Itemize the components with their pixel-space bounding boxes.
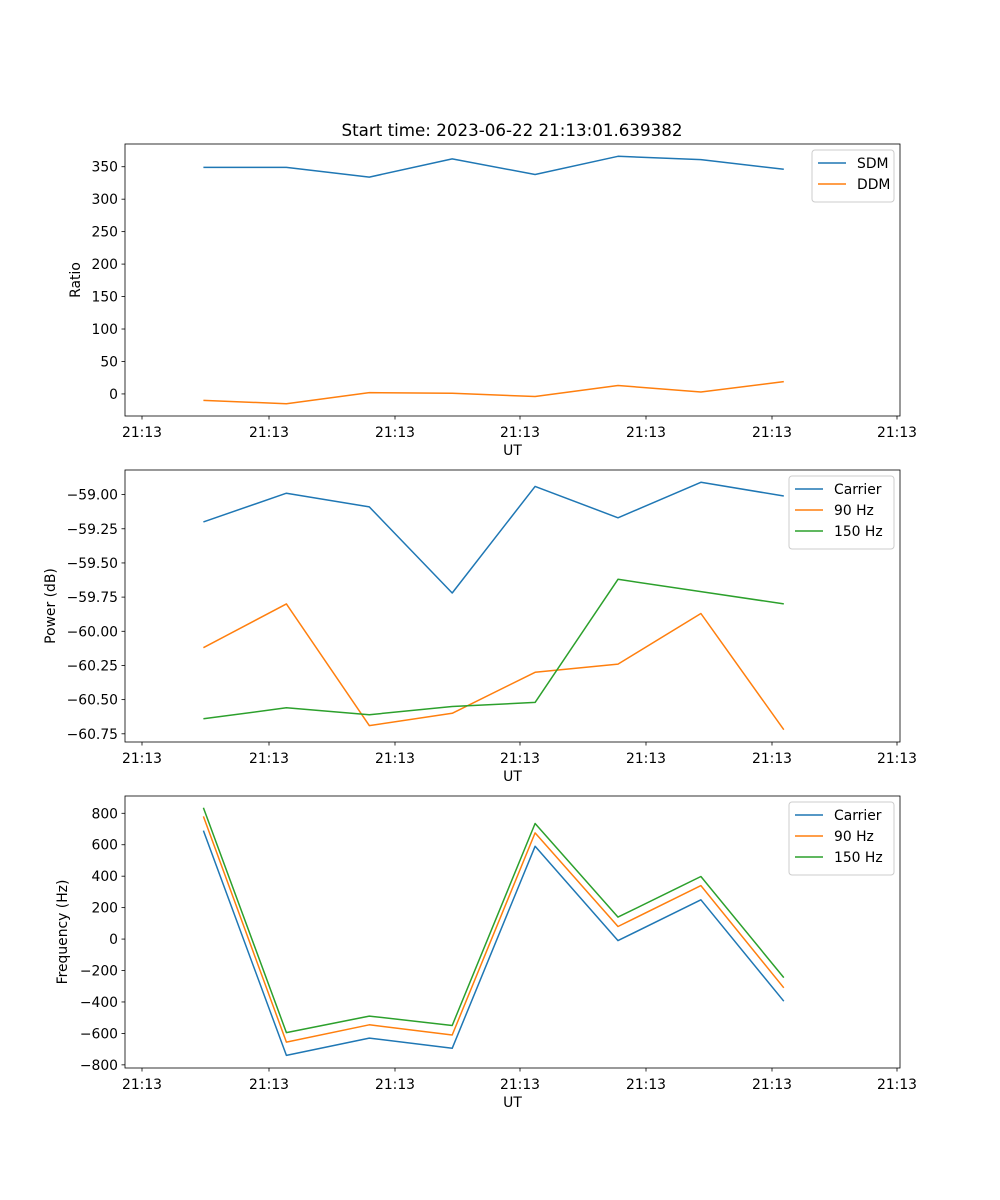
subplot-3: −800 −600 −400 −200 0 200 400 600 800 21:13 21:13 2…: [55, 795, 917, 1111]
x-tick-label: 21:13: [375, 425, 415, 441]
y-tick-label: −400: [80, 995, 118, 1011]
legend-label: DDM: [857, 177, 890, 193]
x-axis-label: UT: [503, 769, 522, 785]
legend-label: Carrier: [834, 808, 882, 824]
x-tick-label: 21:13: [249, 425, 289, 441]
legend: Carrier 90 Hz 150 Hz: [788, 475, 895, 550]
x-tick-label: 21:13: [626, 425, 666, 441]
y-tick-label: 0: [109, 387, 118, 403]
x-tick-label: 21:13: [752, 1077, 792, 1093]
y-tick-label: 300: [91, 192, 118, 208]
y-tick-label: −60.00: [67, 624, 118, 640]
x-tick-label: 21:13: [626, 1077, 666, 1093]
x-tick-label: 21:13: [122, 425, 162, 441]
x-tick-label: 21:13: [626, 751, 666, 767]
legend-label: SDM: [857, 156, 889, 172]
y-tick-label: −800: [80, 1058, 118, 1074]
y-tick-label: 200: [91, 257, 118, 273]
x-tick-label: 21:13: [500, 1077, 540, 1093]
y-tick-label: 150: [91, 290, 118, 306]
y-tick-label: 50: [100, 354, 118, 370]
x-tick-label: 21:13: [122, 751, 162, 767]
axes-frame: [124, 795, 901, 1069]
legend-label: Carrier: [834, 482, 882, 498]
x-axis-label: UT: [503, 1095, 522, 1111]
subplot-1: 0 50 100 150 200 250 300 350 21:13 21:13 21:13 21:1…: [68, 143, 917, 459]
y-tick-label: −59.25: [67, 522, 118, 538]
y-tick-label: −60.25: [67, 658, 118, 674]
legend-label: 150 Hz: [834, 524, 883, 540]
series-line-carrier: [203, 481, 784, 594]
series-line-150-hz: [202, 807, 785, 1034]
x-tick-label: 21:13: [375, 1077, 415, 1093]
x-tick-label: 21:13: [752, 425, 792, 441]
y-tick-label: 400: [91, 869, 118, 885]
y-axis-label: Ratio: [68, 262, 84, 298]
x-tick-label: 21:13: [249, 1077, 289, 1093]
x-tick-label: 21:13: [249, 751, 289, 767]
x-tick-label: 21:13: [877, 425, 917, 441]
y-tick-label: −59.50: [67, 556, 118, 572]
x-tick-label: 21:13: [122, 1077, 162, 1093]
series-line-carrier: [202, 830, 785, 1057]
legend-label: 150 Hz: [834, 850, 883, 866]
axes-frame: [124, 469, 901, 743]
x-tick-label: 21:13: [375, 751, 415, 767]
x-tick-label: 21:13: [877, 751, 917, 767]
series-line-sdm: [203, 155, 784, 178]
axes-frame: [124, 143, 901, 417]
figure-title: Start time: 2023-06-22 21:13:01.639382: [342, 120, 683, 140]
subplot-2: −60.75 −60.50 −60.25 −60.00 −59.75 −59.50 −59.…: [43, 469, 917, 785]
y-tick-label: 800: [91, 806, 118, 822]
y-tick-label: −60.50: [67, 693, 118, 709]
y-tick-label: −600: [80, 1026, 118, 1042]
y-tick-label: 350: [91, 160, 118, 176]
x-tick-label: 21:13: [752, 751, 792, 767]
y-tick-label: −60.75: [67, 727, 118, 743]
y-tick-label: 250: [91, 225, 118, 241]
legend: SDM DDM: [811, 149, 895, 203]
x-tick-label: 21:13: [500, 425, 540, 441]
y-tick-label: −59.75: [67, 590, 118, 606]
y-axis-label: Power (dB): [43, 568, 59, 644]
series-line-90-hz: [202, 816, 785, 1043]
x-axis-label: UT: [503, 443, 522, 459]
y-tick-label: 100: [91, 322, 118, 338]
legend-label: 90 Hz: [834, 503, 874, 519]
y-tick-label: −200: [80, 964, 118, 980]
legend-label: 90 Hz: [834, 829, 874, 845]
subplots: 0 50 100 150 200 250 300 350 21:13 21:13 21:13 21:1…: [43, 143, 917, 1111]
y-tick-label: −59.00: [67, 488, 118, 504]
series-line-90-hz: [203, 603, 785, 731]
y-tick-label: 200: [91, 901, 118, 917]
legend: Carrier 90 Hz 150 Hz: [788, 801, 895, 876]
y-tick-label: 600: [91, 838, 118, 854]
y-tick-label: 0: [109, 932, 118, 948]
x-tick-label: 21:13: [877, 1077, 917, 1093]
series-line-150-hz: [203, 578, 784, 720]
x-tick-label: 21:13: [500, 751, 540, 767]
series-line-ddm: [203, 380, 784, 405]
y-axis-label: Frequency (Hz): [55, 880, 71, 985]
